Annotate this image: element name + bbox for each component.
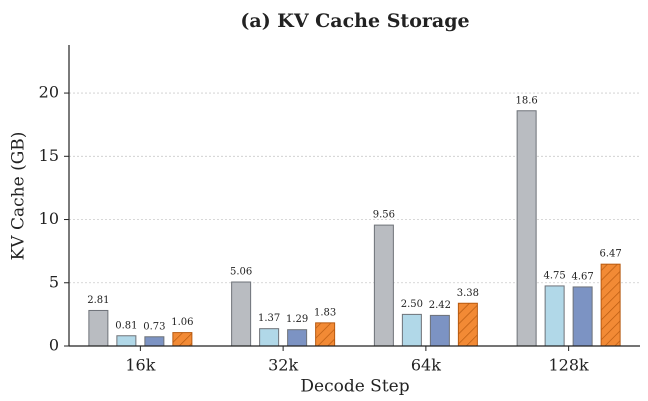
y-tick-label: 5 [49, 272, 59, 291]
value-label: 1.83 [314, 307, 336, 318]
bar [457, 302, 478, 347]
bar [315, 322, 336, 347]
x-tick-label: 32k [268, 356, 298, 375]
bar [429, 314, 450, 347]
bar [172, 332, 193, 347]
value-label: 1.06 [171, 317, 193, 328]
value-label: 2.42 [429, 300, 451, 311]
bar [600, 263, 621, 347]
bar [572, 286, 593, 347]
y-axis-label: KV Cache (GB) [9, 132, 29, 261]
value-label: 0.81 [115, 320, 137, 331]
value-label: 2.50 [401, 299, 423, 310]
chart-title: (a) KV Cache Storage [240, 10, 469, 32]
value-label: 9.56 [373, 210, 395, 221]
x-axis-label: Decode Step [300, 377, 409, 397]
value-label: 6.47 [599, 249, 621, 260]
bar [287, 329, 308, 347]
bar [116, 335, 137, 347]
value-label: 4.67 [571, 271, 593, 282]
value-label: 0.73 [143, 321, 165, 332]
x-tick-label: 128k [549, 356, 590, 375]
bar [516, 110, 537, 347]
value-label: 2.81 [87, 295, 109, 306]
y-tick-label: 0 [49, 336, 59, 355]
value-label: 1.37 [258, 313, 280, 324]
value-label: 18.6 [515, 95, 537, 106]
bar [373, 224, 394, 347]
bar [401, 313, 422, 347]
bar [544, 285, 565, 347]
bar [259, 328, 280, 347]
value-label: 3.38 [457, 288, 479, 299]
value-label: 1.29 [286, 314, 308, 325]
value-label: 4.75 [543, 270, 565, 281]
bar [231, 281, 252, 347]
bar [88, 309, 109, 347]
bar [144, 336, 165, 347]
y-tick-label: 15 [39, 146, 59, 165]
y-tick-label: 10 [39, 209, 59, 228]
value-label: 5.06 [230, 267, 252, 278]
x-tick-label: 64k [411, 356, 441, 375]
x-tick-label: 16k [125, 356, 155, 375]
y-tick-label: 20 [39, 83, 59, 102]
